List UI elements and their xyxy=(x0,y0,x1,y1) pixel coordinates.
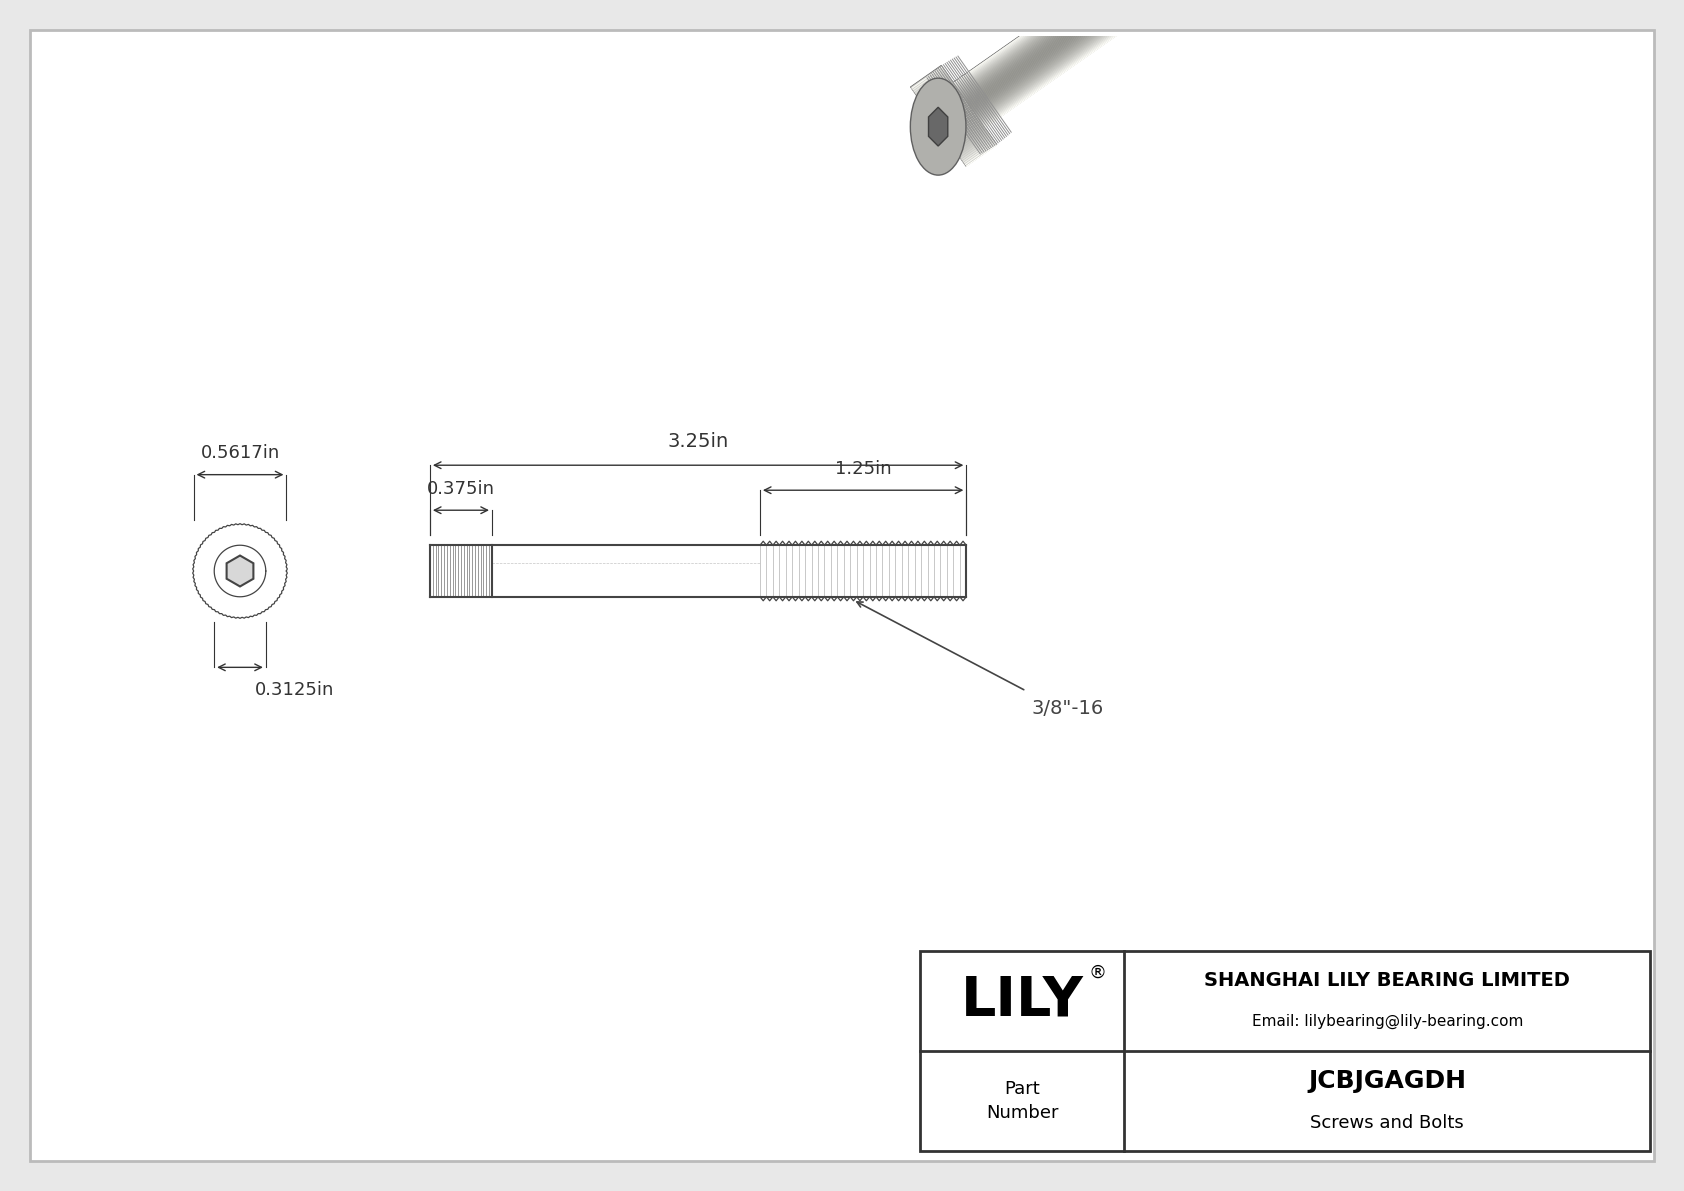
Ellipse shape xyxy=(911,79,967,175)
Text: Email: lilybearing@lily-bearing.com: Email: lilybearing@lily-bearing.com xyxy=(1251,1014,1522,1029)
Bar xyxy=(919,950,1650,1151)
Text: 0.5617in: 0.5617in xyxy=(200,444,280,462)
Text: 3/8"-16: 3/8"-16 xyxy=(1031,699,1103,718)
Polygon shape xyxy=(911,66,997,167)
Text: 0.3125in: 0.3125in xyxy=(254,681,335,699)
Text: JCBJGAGDH: JCBJGAGDH xyxy=(1308,1070,1467,1093)
Text: 1.25in: 1.25in xyxy=(835,460,891,479)
Text: Screws and Bolts: Screws and Bolts xyxy=(1310,1114,1463,1131)
Text: Part
Number: Part Number xyxy=(985,1079,1059,1122)
Text: LILY: LILY xyxy=(962,974,1083,1028)
Polygon shape xyxy=(227,555,253,586)
Text: ®: ® xyxy=(1088,964,1106,983)
Text: SHANGHAI LILY BEARING LIMITED: SHANGHAI LILY BEARING LIMITED xyxy=(1204,972,1569,991)
Polygon shape xyxy=(953,0,1239,127)
Polygon shape xyxy=(928,107,948,146)
Text: 3.25in: 3.25in xyxy=(667,432,729,451)
Text: 0.375in: 0.375in xyxy=(428,480,495,498)
